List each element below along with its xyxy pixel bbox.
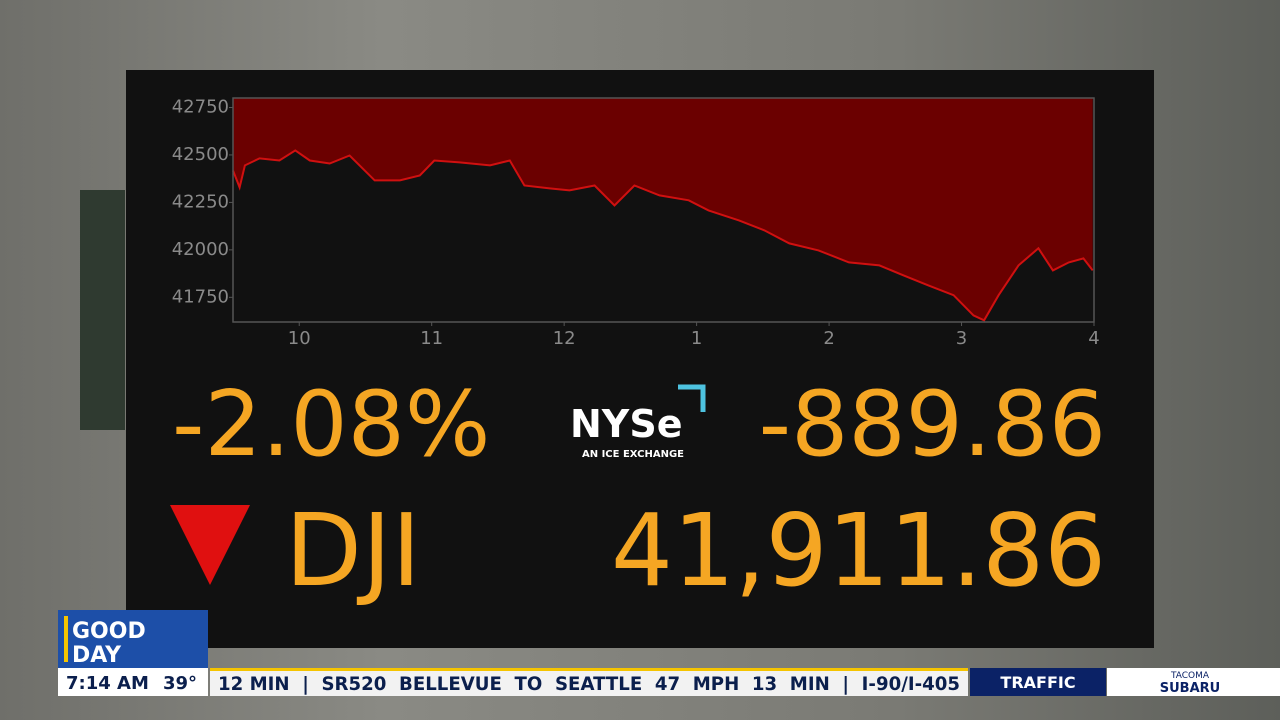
x-tick-label: 3 [956, 328, 967, 349]
ticker-label-box [970, 668, 1106, 696]
point-change: -889.86 [759, 372, 1106, 477]
show-logo [58, 610, 208, 668]
percent-change: -2.08% [172, 372, 490, 477]
down-arrow [170, 505, 250, 585]
x-tick-label: 12 [553, 328, 576, 349]
y-tick-label: 42250 [172, 191, 229, 212]
logo-tagline: AN ICE EXCHANGE [582, 449, 684, 460]
x-tick-label: 4 [1088, 328, 1099, 349]
logo-accent [64, 616, 68, 662]
time-box [58, 668, 208, 696]
y-tick-label: 41750 [172, 286, 229, 307]
sponsor-box [1107, 668, 1280, 696]
show-line2: DAY [72, 643, 122, 668]
logo-bracket [678, 384, 706, 412]
x-tick-label: 10 [288, 328, 311, 349]
ticker-accent [210, 668, 968, 671]
symbol: DJI [285, 492, 421, 609]
time: 7:14 AM [66, 673, 149, 694]
x-tick-label: 11 [420, 328, 443, 349]
price: 41,911.86 [611, 492, 1106, 609]
plot-frame [232, 97, 1095, 323]
temperature: 39° [163, 673, 197, 694]
ticker-bar [210, 668, 968, 696]
x-tick-label: 2 [823, 328, 834, 349]
y-tick-label: 42500 [172, 144, 229, 165]
line [232, 149, 1094, 322]
y-tick-label: 42000 [172, 239, 229, 260]
ticker-text: 12 MIN | SR520 BELLEVUE TO SEATTLE 47 MP… [218, 673, 960, 695]
logo-name: NYSe [570, 402, 682, 446]
background-shape [80, 190, 125, 430]
show-line1: GOOD [72, 619, 146, 644]
sponsor-line2: SUBARU [1160, 681, 1220, 696]
sponsor-line1: TACOMA [1170, 671, 1210, 681]
y-tick-label: 42750 [172, 96, 229, 117]
x-tick-label: 1 [691, 328, 702, 349]
ticker-label: TRAFFIC [1000, 673, 1075, 692]
